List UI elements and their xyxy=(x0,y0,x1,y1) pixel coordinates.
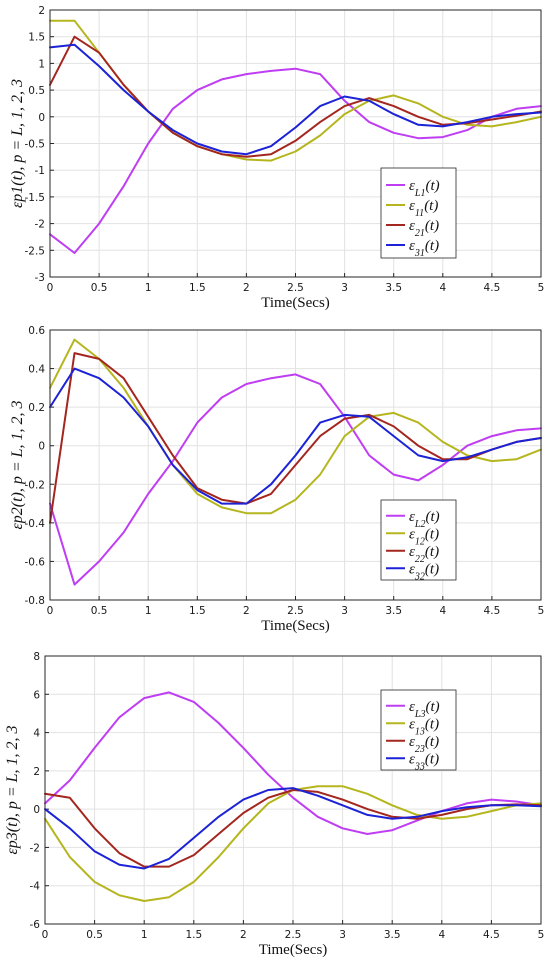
x-tick-label: 0 xyxy=(42,929,49,941)
y-tick-label: -4 xyxy=(30,881,41,893)
legend: εL2(t)ε12(t)ε22(t)ε32(t) xyxy=(380,499,457,582)
y-tick-label: -0.4 xyxy=(25,518,46,530)
x-tick-label: 4 xyxy=(439,282,446,294)
x-tick-label: 1.5 xyxy=(189,605,206,617)
series-line-1 xyxy=(49,373,542,586)
x-tick-label: 1.5 xyxy=(185,929,202,941)
x-axis-label: Time(Secs) xyxy=(259,942,328,958)
legend-label: εL2(t) xyxy=(409,509,440,530)
y-tick-label: -3 xyxy=(35,272,45,284)
y-tick-label: 0.6 xyxy=(28,325,45,337)
y-axis-label: εp3(t), p = L, 1, 2, 3 xyxy=(4,725,21,854)
legend-label: ε33(t) xyxy=(409,751,439,772)
series-line-4 xyxy=(49,367,542,505)
x-tick-label: 1 xyxy=(145,605,152,617)
x-tick-label: 4 xyxy=(438,929,445,941)
chart-panel-3: 0 0.5 1 1.5 2 2.5 3 3.5 4 4.5 5 -6 -4 -2 0 2 4 6 8 Time(Sec… xyxy=(4,651,544,958)
series-line-4 xyxy=(49,43,542,156)
x-axis-label: Time(Secs) xyxy=(261,295,330,311)
x-tick-label: 3.5 xyxy=(384,929,401,941)
x-tick-label: 0 xyxy=(47,282,54,294)
legend-label: ε31(t) xyxy=(409,238,439,259)
x-tick-label: 2.5 xyxy=(287,605,304,617)
series-line-1 xyxy=(44,691,542,835)
x-tick-label: 2.5 xyxy=(285,929,302,941)
y-tick-label: 4 xyxy=(33,728,40,740)
legend-label: ε32(t) xyxy=(409,561,439,582)
axes-box xyxy=(49,329,542,601)
x-tick-label: 0.5 xyxy=(86,929,103,941)
x-tick-label: 2.5 xyxy=(287,282,304,294)
y-tick-label: 0 xyxy=(38,441,45,453)
x-tick-label: 1 xyxy=(145,282,152,294)
y-tick-label: 0 xyxy=(33,804,40,816)
x-tick-label: 5 xyxy=(538,605,545,617)
x-tick-label: 2 xyxy=(240,929,247,941)
legend: εL3(t)ε13(t)ε23(t)ε33(t) xyxy=(380,689,457,772)
legend-label: ε11(t) xyxy=(409,198,438,219)
legend-label: ε22(t) xyxy=(409,544,439,565)
y-tick-label: -0.8 xyxy=(25,595,46,607)
x-tick-label: 2 xyxy=(243,282,250,294)
series-line-3 xyxy=(44,789,542,868)
y-tick-label: 2 xyxy=(38,5,45,17)
x-tick-label: 3 xyxy=(339,929,346,941)
x-tick-label: 3.5 xyxy=(385,282,402,294)
y-tick-label: -0.6 xyxy=(25,556,46,568)
y-tick-label: -2.5 xyxy=(25,245,46,257)
y-tick-label: 0.2 xyxy=(28,402,45,414)
x-axis-label: Time(Secs) xyxy=(261,618,330,634)
y-tick-label: 1 xyxy=(38,58,45,70)
series-line-4 xyxy=(44,787,542,870)
series-line-2 xyxy=(49,338,542,515)
y-tick-label: -1 xyxy=(35,165,45,177)
y-tick-label: 2 xyxy=(33,766,40,778)
x-tick-label: 3 xyxy=(341,605,348,617)
y-tick-label: 0 xyxy=(38,112,45,124)
x-tick-label: 3 xyxy=(341,282,348,294)
y-tick-label: -2 xyxy=(30,842,40,854)
y-tick-label: 6 xyxy=(33,689,40,701)
series-line-1 xyxy=(49,67,542,254)
x-tick-label: 1 xyxy=(141,929,148,941)
y-tick-label: -1.5 xyxy=(25,192,46,204)
x-tick-label: 5 xyxy=(538,282,545,294)
chart-panel-1: 0 0.5 1 1.5 2 2.5 3 3.5 4 4.5 5 -3 -2.5 -2 -1.5 -1 -0.5 0… xyxy=(9,5,544,311)
y-tick-label: 8 xyxy=(33,651,40,663)
y-axis-label: εp1(t), p = L, 1, 2, 3 xyxy=(9,79,26,208)
axes-box xyxy=(49,9,542,278)
y-tick-label: -2 xyxy=(35,219,45,231)
x-tick-label: 5 xyxy=(538,929,545,941)
y-tick-label: 0.5 xyxy=(28,85,45,97)
x-tick-label: 4.5 xyxy=(483,929,500,941)
legend-label: ε23(t) xyxy=(409,734,439,755)
legend-label: ε13(t) xyxy=(409,716,439,737)
y-tick-label: -0.2 xyxy=(25,479,46,491)
y-tick-label: 0.4 xyxy=(28,364,45,376)
x-tick-label: 3.5 xyxy=(385,605,402,617)
x-tick-label: 1.5 xyxy=(189,282,206,294)
x-tick-label: 4.5 xyxy=(484,282,501,294)
legend-label: εL3(t) xyxy=(409,699,440,720)
legend-label: ε21(t) xyxy=(409,218,439,239)
legend: εL1(t)ε11(t)ε21(t)ε31(t) xyxy=(380,167,457,259)
y-tick-label: 1.5 xyxy=(28,32,45,44)
grid xyxy=(49,9,542,278)
x-tick-label: 2 xyxy=(243,605,250,617)
chart-panel-2: 0 0.5 1 1.5 2 2.5 3 3.5 4 4.5 5 -0.8 -0.6 -0.4 -0.2 0 0.… xyxy=(9,325,544,634)
x-tick-label: 4 xyxy=(439,605,446,617)
x-tick-label: 0.5 xyxy=(91,605,108,617)
axes-box xyxy=(44,655,542,925)
y-tick-label: -6 xyxy=(30,919,41,931)
x-tick-label: 4.5 xyxy=(484,605,501,617)
y-axis-label: εp2(t), p = L, 1, 2, 3 xyxy=(9,400,26,529)
legend-label: εL1(t) xyxy=(409,178,440,199)
y-tick-label: -0.5 xyxy=(25,139,46,151)
x-tick-label: 0 xyxy=(47,605,54,617)
x-tick-label: 0.5 xyxy=(91,282,108,294)
legend-label: ε12(t) xyxy=(409,526,439,547)
